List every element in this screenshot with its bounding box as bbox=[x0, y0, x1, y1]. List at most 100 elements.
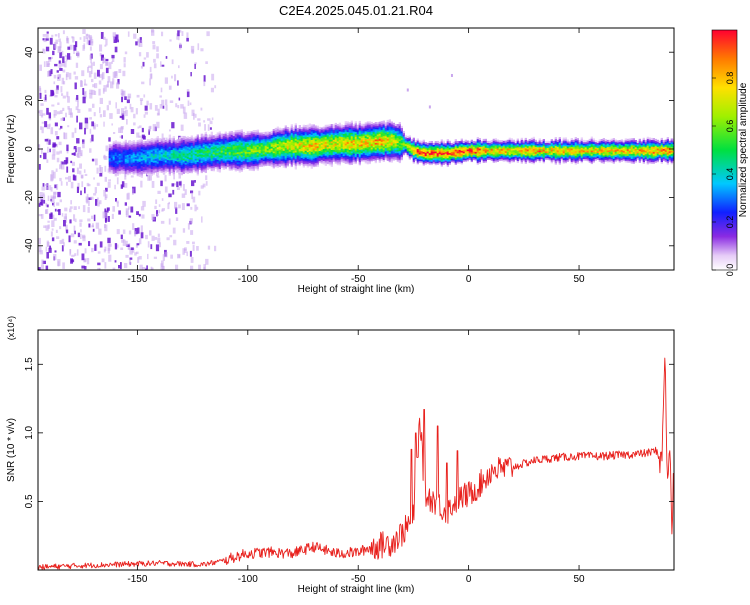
spectrogram-ridge-cell bbox=[344, 121, 347, 124]
spectrogram-ridge-cell bbox=[214, 141, 217, 144]
spectrogram-ridge-cell bbox=[316, 151, 319, 154]
spectrogram-ridge-cell bbox=[182, 144, 185, 147]
spectrogram-ridge-cell bbox=[148, 156, 151, 159]
spectrogram-ridge-cell bbox=[434, 146, 437, 149]
spectrogram-ridge-cell bbox=[176, 166, 179, 169]
spectrogram-ridge-cell bbox=[318, 155, 321, 158]
spectrogram-ridge-cell bbox=[316, 130, 319, 133]
spectrogram-ridge-cell bbox=[300, 140, 303, 143]
spectrogram-ridge-cell bbox=[334, 160, 337, 163]
spectrogram-ridge-cell bbox=[300, 142, 303, 145]
spectrogram-ridge-cell bbox=[462, 144, 465, 147]
spectrogram-ridge-cell bbox=[510, 138, 513, 141]
spectrogram-ridge-cell bbox=[394, 156, 397, 159]
spectrogram-ridge-cell bbox=[156, 161, 159, 164]
spectrogram-ridge-cell bbox=[234, 145, 237, 148]
spectrogram-ridge-cell bbox=[148, 142, 151, 145]
spectrogram-ridge-cell bbox=[250, 133, 253, 136]
spectrogram-ridge-cell bbox=[196, 149, 199, 152]
spectrogram-ridge-cell bbox=[196, 156, 199, 159]
spectrogram-noise-cell bbox=[173, 239, 177, 246]
spectrogram-noise-cell bbox=[156, 112, 160, 116]
spectrogram-ridge-cell bbox=[396, 156, 399, 159]
spectrogram-noise-cell bbox=[86, 193, 89, 200]
spectrogram-ridge-cell bbox=[308, 135, 311, 138]
spectrogram-ridge-cell bbox=[138, 174, 141, 177]
spectrogram-ridge-cell bbox=[180, 137, 183, 140]
spectrogram-ridge-cell bbox=[130, 141, 133, 144]
spectrogram-ridge-cell bbox=[218, 153, 221, 156]
spectrogram-ridge-cell bbox=[438, 145, 441, 148]
spectrogram-ridge-cell bbox=[418, 155, 421, 158]
spectrogram-ridge-cell bbox=[304, 136, 307, 139]
spectrogram-ridge-cell bbox=[196, 173, 199, 176]
spectrogram-ridge-cell bbox=[334, 133, 337, 136]
spectrogram-ridge-cell bbox=[136, 158, 139, 161]
spectrogram-noise-cell bbox=[162, 254, 165, 261]
spectrogram-noise-cell bbox=[138, 238, 142, 245]
spectrogram-noise-cell bbox=[168, 201, 170, 205]
spectrogram-ridge-cell bbox=[498, 147, 501, 150]
spectrogram-noise-cell bbox=[121, 135, 123, 139]
spectrogram-ridge-cell bbox=[222, 137, 225, 140]
spectrogram-ridge-cell bbox=[454, 142, 457, 145]
spectrogram-ridge-cell bbox=[214, 146, 217, 149]
spectrogram-ridge-cell bbox=[296, 134, 299, 137]
spectrogram-ridge-cell bbox=[406, 151, 409, 154]
spectrogram-ridge-cell bbox=[194, 156, 197, 159]
spectrogram-ridge-cell bbox=[324, 138, 327, 141]
spectrogram-ridge-cell bbox=[308, 128, 311, 131]
spectrogram-ridge-cell bbox=[278, 154, 281, 157]
spectrogram-ridge-cell bbox=[232, 145, 235, 148]
spectrogram-ridge-cell bbox=[304, 163, 307, 166]
spectrogram-ridge-cell bbox=[338, 129, 341, 132]
spectrogram-noise-cell bbox=[104, 176, 107, 182]
spectrogram-ridge-cell bbox=[362, 156, 365, 159]
spectrogram-ridge-cell bbox=[148, 149, 151, 152]
spectrogram-ridge-cell bbox=[126, 157, 129, 160]
spectrogram-ridge-cell bbox=[512, 151, 515, 154]
spectrogram-ridge-cell bbox=[362, 159, 365, 162]
spectrogram-noise-cell bbox=[178, 97, 181, 101]
spectrogram-ridge-cell bbox=[124, 172, 127, 175]
spectrogram-ridge-cell bbox=[366, 157, 369, 160]
spectrogram-ridge-cell bbox=[520, 161, 523, 164]
spectrogram-ridge-cell bbox=[316, 132, 319, 135]
spectrogram-ridge-cell bbox=[284, 157, 287, 160]
spectrogram-ridge-cell bbox=[266, 140, 269, 143]
spectrogram-noise-cell bbox=[171, 59, 174, 65]
spectrogram-ridge-cell bbox=[154, 150, 157, 153]
spectrogram-ridge-cell bbox=[272, 162, 275, 165]
spectrogram-ridge-cell bbox=[476, 150, 479, 153]
spectrogram-ridge-cell bbox=[406, 141, 409, 144]
spectrogram-ridge-cell bbox=[380, 134, 383, 137]
spectrogram-ridge-cell bbox=[198, 149, 201, 152]
spectrogram-noise-cell bbox=[120, 126, 124, 130]
spectrogram-ridge-cell bbox=[432, 153, 435, 156]
spectrogram-ridge-cell bbox=[152, 150, 155, 153]
spectrogram-ridge-cell bbox=[282, 143, 285, 146]
spectrogram-ridge-cell bbox=[452, 146, 455, 149]
spectrogram-ridge-cell bbox=[244, 166, 247, 169]
spectrogram-noise-cell bbox=[59, 68, 63, 71]
spectrogram-ridge-cell bbox=[366, 143, 369, 146]
spectrogram-ridge-cell bbox=[240, 163, 243, 166]
spectrogram-ridge-cell bbox=[506, 150, 509, 153]
spectrogram-ridge-cell bbox=[370, 149, 373, 152]
spectrogram-ridge-cell bbox=[234, 132, 237, 135]
spectrogram-ridge-cell bbox=[394, 147, 397, 150]
spectrogram-noise-cell bbox=[130, 175, 134, 178]
spectrogram-ridge-cell bbox=[498, 148, 501, 151]
spectrogram-ridge-cell bbox=[508, 153, 511, 156]
spectrogram-ridge-cell bbox=[314, 137, 317, 140]
spectrogram-ridge-cell bbox=[288, 129, 291, 132]
spectrogram-ridge-cell bbox=[234, 165, 237, 168]
spectrogram-ridge-cell bbox=[122, 165, 125, 168]
spectrogram-ridge-cell bbox=[448, 140, 451, 143]
spectrogram-ridge-cell bbox=[412, 154, 415, 157]
spectrogram-ridge-cell bbox=[266, 148, 269, 151]
spectrogram-ridge-cell bbox=[200, 169, 203, 172]
spectrogram-ridge-cell bbox=[260, 161, 263, 164]
spectrogram-ridge-cell bbox=[160, 157, 163, 160]
spectrogram-ridge-cell bbox=[184, 162, 187, 165]
